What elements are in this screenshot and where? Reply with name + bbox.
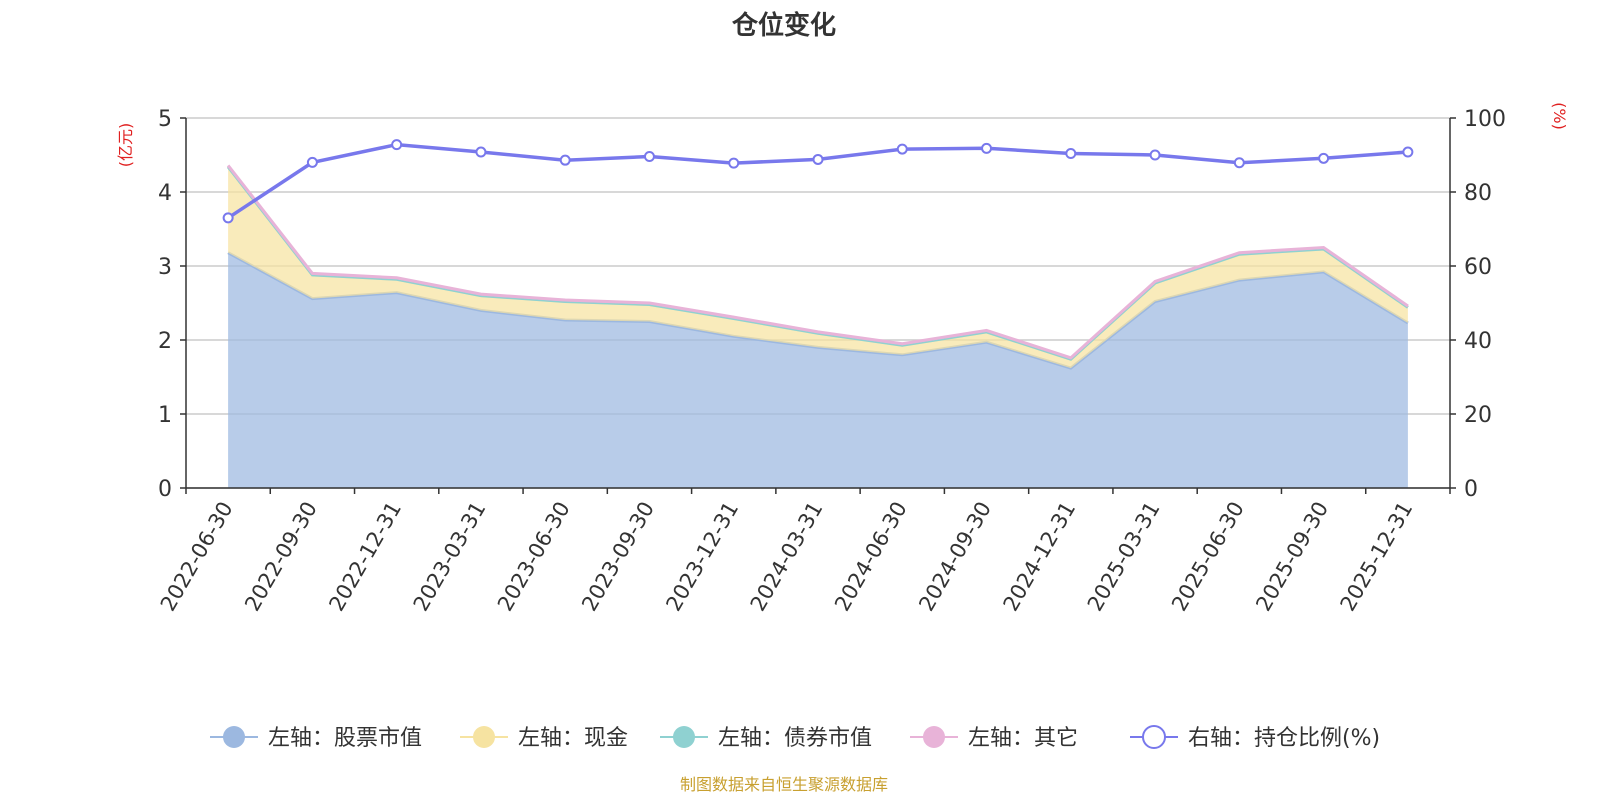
line-point	[222, 212, 234, 224]
line-point	[1233, 157, 1245, 169]
x-tick-label: 2025-09-30	[1251, 498, 1333, 616]
x-tick-label: 2025-06-30	[1167, 498, 1249, 616]
line-point	[981, 142, 993, 154]
legend-marker	[923, 726, 945, 748]
left-tick-label: 4	[158, 181, 172, 206]
x-tick-label: 2023-12-31	[661, 498, 743, 616]
legend-label: 右轴：持仓比例(%)	[1188, 726, 1380, 751]
source-note: 制图数据来自恒生聚源数据库	[680, 775, 888, 794]
area-edge-左轴：其它	[226, 164, 1409, 360]
line-point	[812, 153, 824, 165]
line-point	[306, 156, 318, 168]
x-tick-label: 2025-12-31	[1336, 498, 1418, 616]
right-tick-label: 0	[1464, 477, 1478, 502]
right-tick-label: 40	[1464, 329, 1492, 354]
line-point	[728, 157, 740, 169]
legend-label: 左轴：债券市值	[718, 726, 872, 751]
x-tick-label: 2022-09-30	[240, 498, 322, 616]
line-point	[1065, 148, 1077, 160]
left-tick-label: 5	[158, 107, 172, 132]
left-axis-label: (亿元)	[116, 123, 135, 168]
right-axis-label: (%)	[1550, 102, 1569, 130]
line-point	[896, 143, 908, 155]
legend-label: 左轴：股票市值	[268, 726, 422, 751]
legend-label: 左轴：其它	[968, 726, 1078, 751]
legend-marker	[473, 726, 495, 748]
x-tick-label: 2023-06-30	[493, 498, 575, 616]
area-左轴：股票市值	[228, 252, 1408, 488]
line-point	[559, 154, 571, 166]
x-tick-label: 2023-03-31	[409, 498, 491, 616]
right-tick-label: 20	[1464, 403, 1492, 428]
line-point	[391, 139, 403, 151]
legend-label: 左轴：现金	[518, 726, 628, 751]
left-tick-label: 2	[158, 329, 172, 354]
x-tick-label: 2024-09-30	[914, 498, 996, 616]
left-tick-label: 1	[158, 403, 172, 428]
left-tick-label: 3	[158, 255, 172, 280]
legend: 左轴：股票市值 左轴：现金 左轴：债券市值 左轴：其它 右轴：持仓比例(%)	[210, 725, 1380, 751]
x-tick-label: 2024-06-30	[830, 497, 912, 615]
line-series	[222, 139, 1414, 224]
x-tick-label: 2025-03-31	[1083, 498, 1165, 616]
legend-marker	[673, 726, 695, 748]
x-tick-label: 2024-03-31	[746, 498, 828, 616]
right-tick-label: 80	[1464, 181, 1492, 206]
legend-marker	[223, 726, 245, 748]
right-tick-label: 60	[1464, 255, 1492, 280]
x-tick-label: 2022-12-31	[324, 497, 406, 615]
chart-title: 仓位变化	[731, 10, 836, 41]
x-tick-label: 2022-06-30	[156, 498, 238, 616]
line-point	[643, 150, 655, 162]
line-point	[475, 146, 487, 158]
left-tick-label: 0	[158, 477, 172, 502]
area-series	[226, 164, 1409, 488]
x-tick-label: 2023-09-30	[577, 498, 659, 616]
right-tick-label: 100	[1464, 107, 1506, 132]
line-point	[1318, 152, 1330, 164]
legend-marker	[1142, 725, 1166, 749]
x-tick-label: 2024-12-31	[999, 498, 1081, 616]
line-point	[1402, 146, 1414, 158]
line-point	[1149, 149, 1161, 161]
